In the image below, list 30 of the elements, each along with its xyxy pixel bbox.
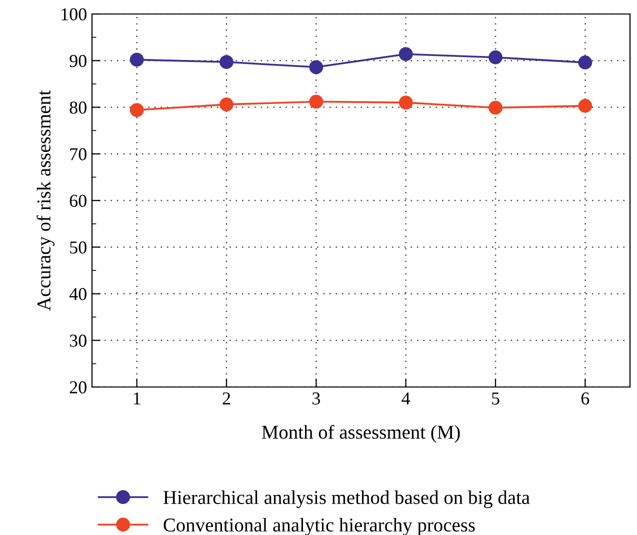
point	[130, 52, 144, 67]
point	[309, 94, 324, 109]
y-tick-label: 80	[70, 102, 86, 114]
point	[309, 60, 324, 74]
x-tick-label: 6	[581, 392, 590, 405]
x-tick-label: 4	[402, 392, 410, 404]
x-tick-label: 2	[222, 392, 230, 404]
point	[488, 100, 502, 115]
point	[398, 96, 413, 110]
point	[130, 103, 144, 117]
y-tick-label: 70	[70, 148, 86, 160]
y-tick-label: 50	[70, 241, 86, 254]
x-tick-label: 3	[312, 392, 320, 405]
y-axis-title: Accuracy of risk assessment	[36, 90, 54, 311]
y-tick-label: 60	[70, 194, 86, 207]
y-tick-label: 20	[70, 381, 86, 394]
x-tick-label: 1	[134, 392, 140, 404]
y-tick-label: 40	[69, 288, 86, 300]
legend-label: Hierarchical analysis method based on big data	[163, 490, 530, 508]
point	[578, 56, 592, 70]
y-tick-label: 30	[70, 334, 86, 347]
y-tick-label: 100	[62, 8, 86, 20]
y-tick-label: 90	[70, 54, 86, 68]
point	[578, 98, 592, 113]
x-tick-label: 5	[492, 392, 500, 405]
x-axis-title: Month of assessment (M)	[262, 424, 460, 443]
point	[398, 47, 413, 62]
point	[488, 50, 502, 64]
point	[220, 55, 234, 69]
point	[220, 98, 234, 112]
